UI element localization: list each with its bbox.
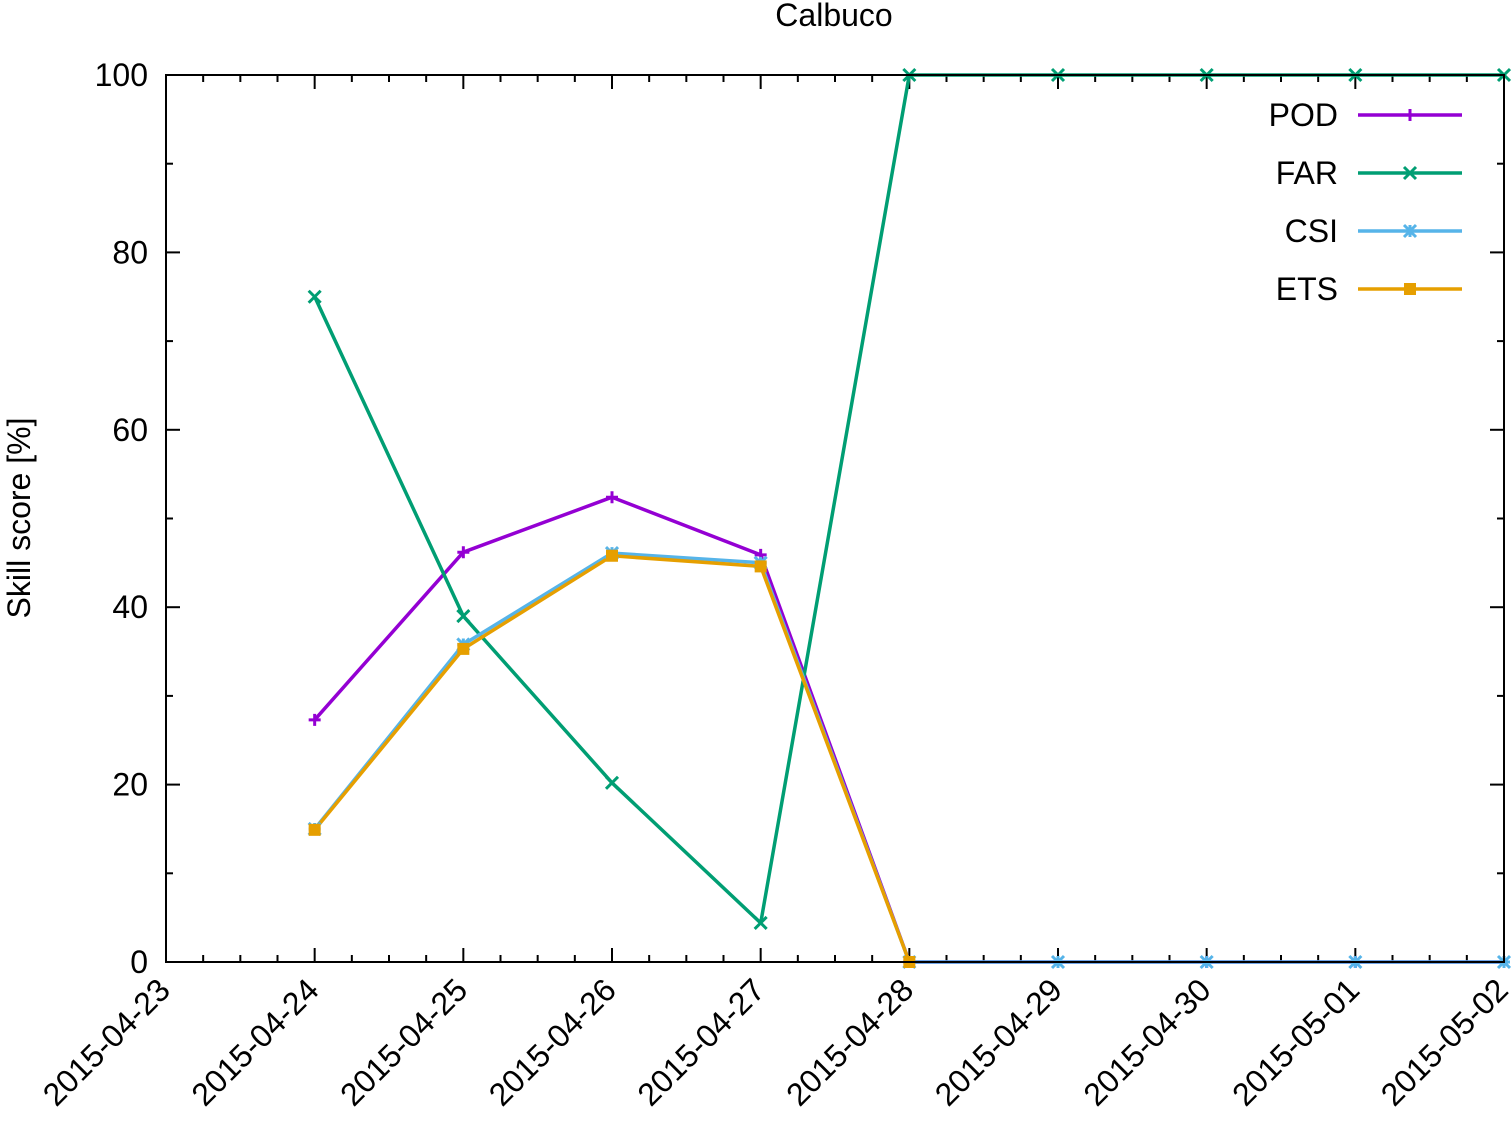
y-tick-label: 0 (130, 944, 148, 980)
data-point-ets (754, 560, 767, 573)
x-axis-tick-labels: 2015-04-23 2015-04-24 2015-04-25 2015-04-26… (36, 971, 1511, 1112)
legend-label-far: FAR (1276, 155, 1338, 191)
legend-marker-pod (1404, 109, 1416, 121)
x-tick-label: 2015-04-29 (928, 971, 1069, 1112)
x-tick-label: 2015-04-24 (184, 971, 325, 1112)
series-line-csi (313, 551, 1504, 964)
series-markers (307, 67, 1511, 970)
chart-title: Calbuco (775, 0, 892, 33)
x-tick-label: 2015-04-25 (333, 971, 474, 1112)
data-point-far (307, 289, 322, 304)
y-axis-title: Skill score [%] (1, 418, 37, 619)
data-point-pod (457, 546, 470, 559)
data-point-far (456, 609, 471, 624)
y-axis-tick-labels: 0 20 40 60 80 100 (95, 57, 148, 980)
legend-label-ets: ETS (1276, 271, 1338, 307)
x-tick-label: 2015-04-23 (36, 971, 177, 1112)
data-point-ets (606, 549, 618, 562)
legend-marker-far (1402, 165, 1418, 181)
x-tick-label: 2015-05-01 (1225, 971, 1366, 1112)
series-line-far (313, 73, 1504, 925)
x-tick-label: 2015-04-27 (630, 971, 771, 1112)
y-tick-label: 60 (112, 412, 148, 448)
y-tick-label: 100 (95, 57, 148, 93)
legend: POD FAR CSI ETS (1269, 97, 1462, 307)
x-tick-label: 2015-04-26 (482, 971, 623, 1112)
data-point-ets (457, 642, 470, 655)
legend-marker-ets (1404, 283, 1416, 295)
legend-label-csi: CSI (1285, 213, 1338, 249)
series-line-pod (313, 495, 1504, 964)
tick-marks (165, 74, 1505, 963)
y-tick-label: 20 (112, 767, 148, 803)
data-point-far (604, 775, 620, 790)
legend-marker-csi (1402, 223, 1418, 239)
x-tick-label: 2015-04-30 (1076, 971, 1217, 1112)
x-tick-label: 2015-04-28 (779, 971, 920, 1112)
y-tick-label: 40 (112, 589, 148, 625)
data-point-pod (606, 491, 618, 504)
y-tick-label: 80 (112, 234, 148, 270)
x-tick-label: 2015-05-02 (1374, 971, 1511, 1112)
legend-label-pod: POD (1269, 97, 1338, 133)
plot-area-border (165, 74, 1505, 963)
data-point-pod (308, 713, 321, 726)
data-point-far (753, 915, 768, 931)
series-lines (313, 73, 1504, 964)
data-point-ets (308, 823, 321, 836)
